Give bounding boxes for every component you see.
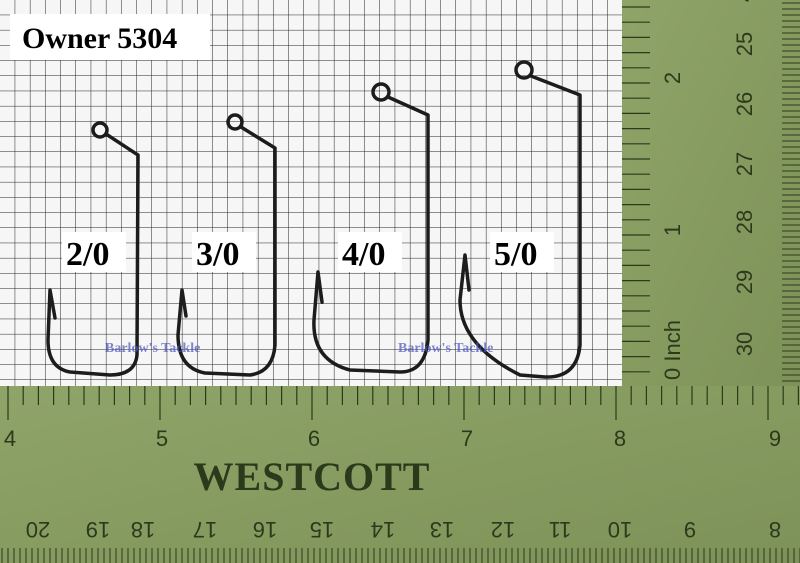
hook-label: 4/0 [342, 236, 385, 273]
cm-label: 29 [732, 270, 757, 294]
hook-label: 3/0 [196, 236, 239, 273]
right-ruler: 2 1 0 Inch 4 25 26 27 28 29 30 [622, 0, 800, 388]
label-bg [490, 232, 554, 272]
cm-label: 14 [371, 517, 395, 542]
cm-label: 19 [86, 517, 110, 542]
cm-label: 17 [193, 517, 217, 542]
cm-label: 16 [253, 517, 277, 542]
cm-label: 25 [732, 32, 757, 56]
brand: WESTCOTT [194, 454, 431, 499]
watermark: Barlow's Tackle [105, 341, 200, 356]
label-bg [338, 232, 402, 272]
cm-label: 27 [732, 152, 757, 176]
cm-label: 28 [732, 210, 757, 234]
hook-label: 5/0 [494, 236, 537, 273]
cm-label: 12 [491, 517, 515, 542]
bottom-ruler: WESTCOTT 4 5 6 7 8 9 20 19 18 17 16 15 14 13 12 11 10 9 8 [0, 386, 800, 563]
inch-label: 2 [660, 72, 685, 84]
inch-label: 5 [156, 426, 168, 451]
cm-label: 20 [26, 517, 50, 542]
inch-label: 4 [4, 426, 16, 451]
hooks [46, 60, 582, 379]
cm-label: 11 [549, 517, 572, 542]
cm-label: 18 [131, 517, 155, 542]
hook-label: 2/0 [66, 236, 109, 273]
inch-label: 0 Inch [660, 320, 685, 380]
cm-label: 8 [769, 517, 781, 542]
inch-label: 9 [769, 426, 781, 451]
inch-label: 1 [660, 224, 685, 236]
cm-label: 13 [430, 517, 454, 542]
watermark: Barlow's Tackle [398, 341, 493, 356]
title-box [10, 14, 210, 60]
title: Owner 5304 [22, 22, 177, 55]
inch-label: 7 [461, 426, 473, 451]
label-bg [192, 232, 256, 272]
cm-label: 30 [732, 332, 757, 356]
inch-label: 6 [308, 426, 320, 451]
cm-label: 10 [608, 517, 632, 542]
cm-label: 26 [732, 92, 757, 116]
cm-label: 9 [684, 517, 696, 542]
inch-label: 8 [614, 426, 626, 451]
cm-label: 4 [732, 0, 757, 2]
label-bg [62, 232, 126, 272]
cm-label: 15 [310, 517, 334, 542]
